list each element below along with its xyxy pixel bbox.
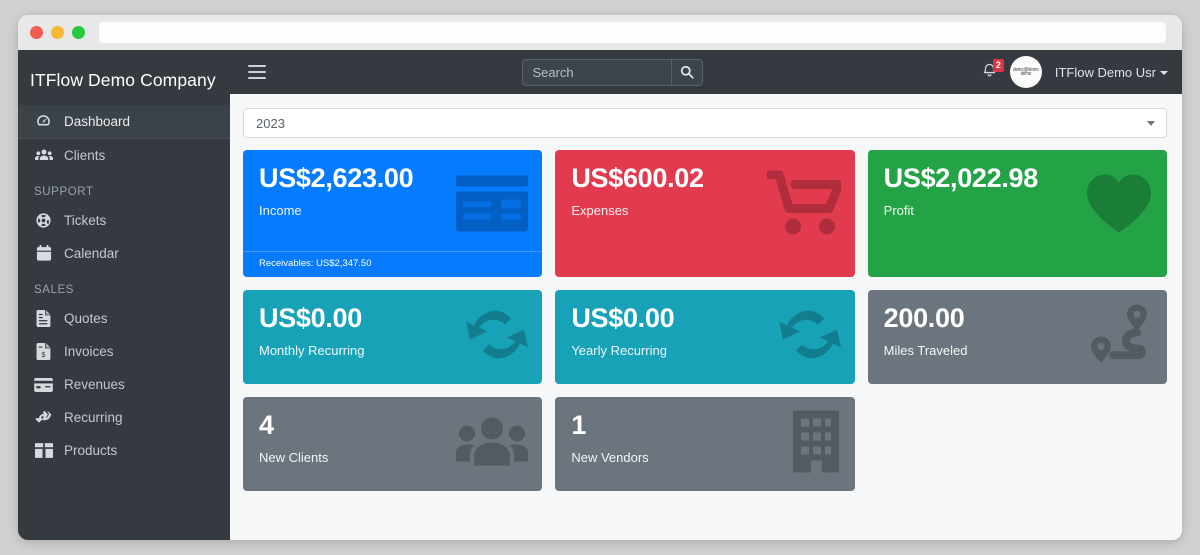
sidebar-item-dashboard[interactable]: Dashboard — [18, 105, 230, 139]
chevron-down-icon — [1160, 71, 1168, 76]
sidebar-item-label: Tickets — [64, 213, 107, 228]
stat-label: New Vendors — [571, 450, 649, 466]
traffic-lights — [30, 26, 85, 39]
recurring-icon — [466, 305, 529, 370]
topbar-right: 2 demo@demo demo ITFlow Demo Usr — [960, 56, 1168, 88]
app-root: ITFlow Demo Company Dashboard Clients SU… — [18, 50, 1182, 540]
user-name-label: ITFlow Demo Usr — [1054, 64, 1156, 80]
avatar-line-2: demo — [1020, 70, 1032, 77]
stat-card-new-vendors[interactable]: 1 New Vendors — [555, 397, 855, 491]
stat-value: US$0.00 — [571, 303, 675, 333]
sidebar-item-label: Clients — [64, 148, 106, 163]
route-icon — [1085, 303, 1153, 372]
notification-count-badge: 2 — [992, 58, 1004, 72]
chevron-down-icon — [1147, 120, 1155, 126]
main-column: 2 demo@demo demo ITFlow Demo Usr 2023 — [230, 50, 1182, 540]
users-icon — [456, 414, 529, 475]
stat-card-yearly-recurring[interactable]: US$0.00 Yearly Recurring — [555, 290, 855, 384]
sidebar-item-invoices[interactable]: $ Invoices — [18, 335, 230, 368]
sidebar-item-recurring[interactable]: Recurring — [18, 401, 230, 434]
stat-label: Yearly Recurring — [571, 343, 667, 359]
credit-card-icon — [34, 376, 53, 393]
building-icon — [791, 410, 841, 478]
products-box-icon — [34, 442, 53, 459]
stat-value: US$2,623.00 — [259, 163, 414, 193]
sidebar-item-label: Revenues — [64, 377, 125, 392]
close-window-button[interactable] — [30, 26, 43, 39]
avatar-line-1: demo@demo — [1013, 65, 1039, 73]
stat-value: US$600.02 — [571, 163, 704, 193]
sidebar-item-revenues[interactable]: Revenues — [18, 368, 230, 401]
clients-icon — [34, 147, 53, 164]
year-filter-select[interactable]: 2023 — [243, 108, 1167, 138]
lifebuoy-icon — [34, 212, 53, 229]
sidebar-item-label: Invoices — [64, 344, 114, 359]
brand-title: ITFlow Demo Company — [30, 70, 216, 90]
search-input[interactable] — [523, 59, 672, 85]
stat-value: US$2,022.98 — [883, 163, 1039, 193]
stat-value: 200.00 — [883, 303, 965, 333]
stat-card-new-clients[interactable]: 4 New Clients — [243, 397, 543, 491]
stat-label: New Clients — [259, 450, 329, 466]
topbar: 2 demo@demo demo ITFlow Demo Usr — [230, 50, 1182, 94]
sidebar-item-label: Calendar — [64, 246, 119, 261]
search-box — [522, 58, 704, 86]
sidebar-item-calendar[interactable]: Calendar — [18, 237, 230, 270]
stat-value: US$0.00 — [259, 303, 362, 333]
year-filter-value: 2023 — [256, 115, 285, 131]
shopping-cart-icon — [762, 169, 844, 241]
browser-titlebar — [18, 15, 1182, 50]
stat-card-miles-traveled[interactable]: 200.00 Miles Traveled — [867, 290, 1167, 384]
avatar[interactable]: demo@demo demo — [1009, 56, 1042, 88]
sidebar-section-sales: SALES — [34, 284, 75, 296]
stat-label: Income — [259, 203, 302, 219]
stat-value: 4 — [259, 410, 274, 440]
stat-card-income[interactable]: US$2,623.00 Income — [243, 150, 543, 277]
sidebar-item-label: Dashboard — [64, 114, 131, 129]
sidebar: ITFlow Demo Company Dashboard Clients SU… — [18, 50, 230, 540]
stat-card-grid: US$2,623.00 Income — [243, 150, 1167, 491]
dashboard-icon — [34, 113, 53, 130]
hamburger-icon[interactable] — [248, 65, 266, 79]
heart-icon — [1085, 172, 1153, 239]
browser-window: ITFlow Demo Company Dashboard Clients SU… — [18, 15, 1182, 540]
url-bar[interactable] — [99, 22, 1166, 43]
stat-footer: Receivables: US$2,347.50 — [243, 251, 543, 277]
sidebar-item-quotes[interactable]: Quotes — [18, 302, 230, 335]
stat-card-profit[interactable]: US$2,022.98 Profit — [867, 150, 1167, 277]
stat-label: Miles Traveled — [883, 343, 968, 359]
invoice-card-icon — [456, 175, 529, 236]
stat-label: Profit — [883, 203, 914, 219]
recurring-icon — [778, 305, 841, 370]
notifications-button[interactable]: 2 — [982, 58, 1004, 83]
maximize-window-button[interactable] — [72, 26, 85, 39]
sidebar-section-support: SUPPORT — [34, 186, 94, 198]
minimize-window-button[interactable] — [51, 26, 64, 39]
sidebar-item-label: Quotes — [64, 311, 108, 326]
sidebar-item-clients[interactable]: Clients — [18, 139, 230, 172]
recurring-icon — [34, 409, 53, 426]
quote-document-icon — [34, 310, 53, 327]
invoice-document-icon: $ — [34, 343, 53, 360]
search-icon[interactable] — [671, 59, 703, 85]
sidebar-item-label: Recurring — [64, 410, 123, 425]
sidebar-item-tickets[interactable]: Tickets — [18, 204, 230, 237]
stat-value: 1 — [571, 410, 587, 440]
stat-label: Monthly Recurring — [259, 343, 365, 359]
stat-label: Expenses — [571, 203, 629, 219]
stat-card-monthly-recurring[interactable]: US$0.00 Monthly Recurring — [243, 290, 543, 384]
sidebar-item-label: Products — [64, 443, 118, 458]
user-menu-button[interactable]: ITFlow Demo Usr — [1055, 65, 1168, 80]
sidebar-item-products[interactable]: Products — [18, 434, 230, 467]
dashboard-content: 2023 US$2,623.00 Income — [230, 94, 1182, 540]
svg-text:$: $ — [42, 352, 46, 359]
stat-card-expenses[interactable]: US$600.02 Expenses — [555, 150, 855, 277]
calendar-icon — [34, 245, 53, 262]
